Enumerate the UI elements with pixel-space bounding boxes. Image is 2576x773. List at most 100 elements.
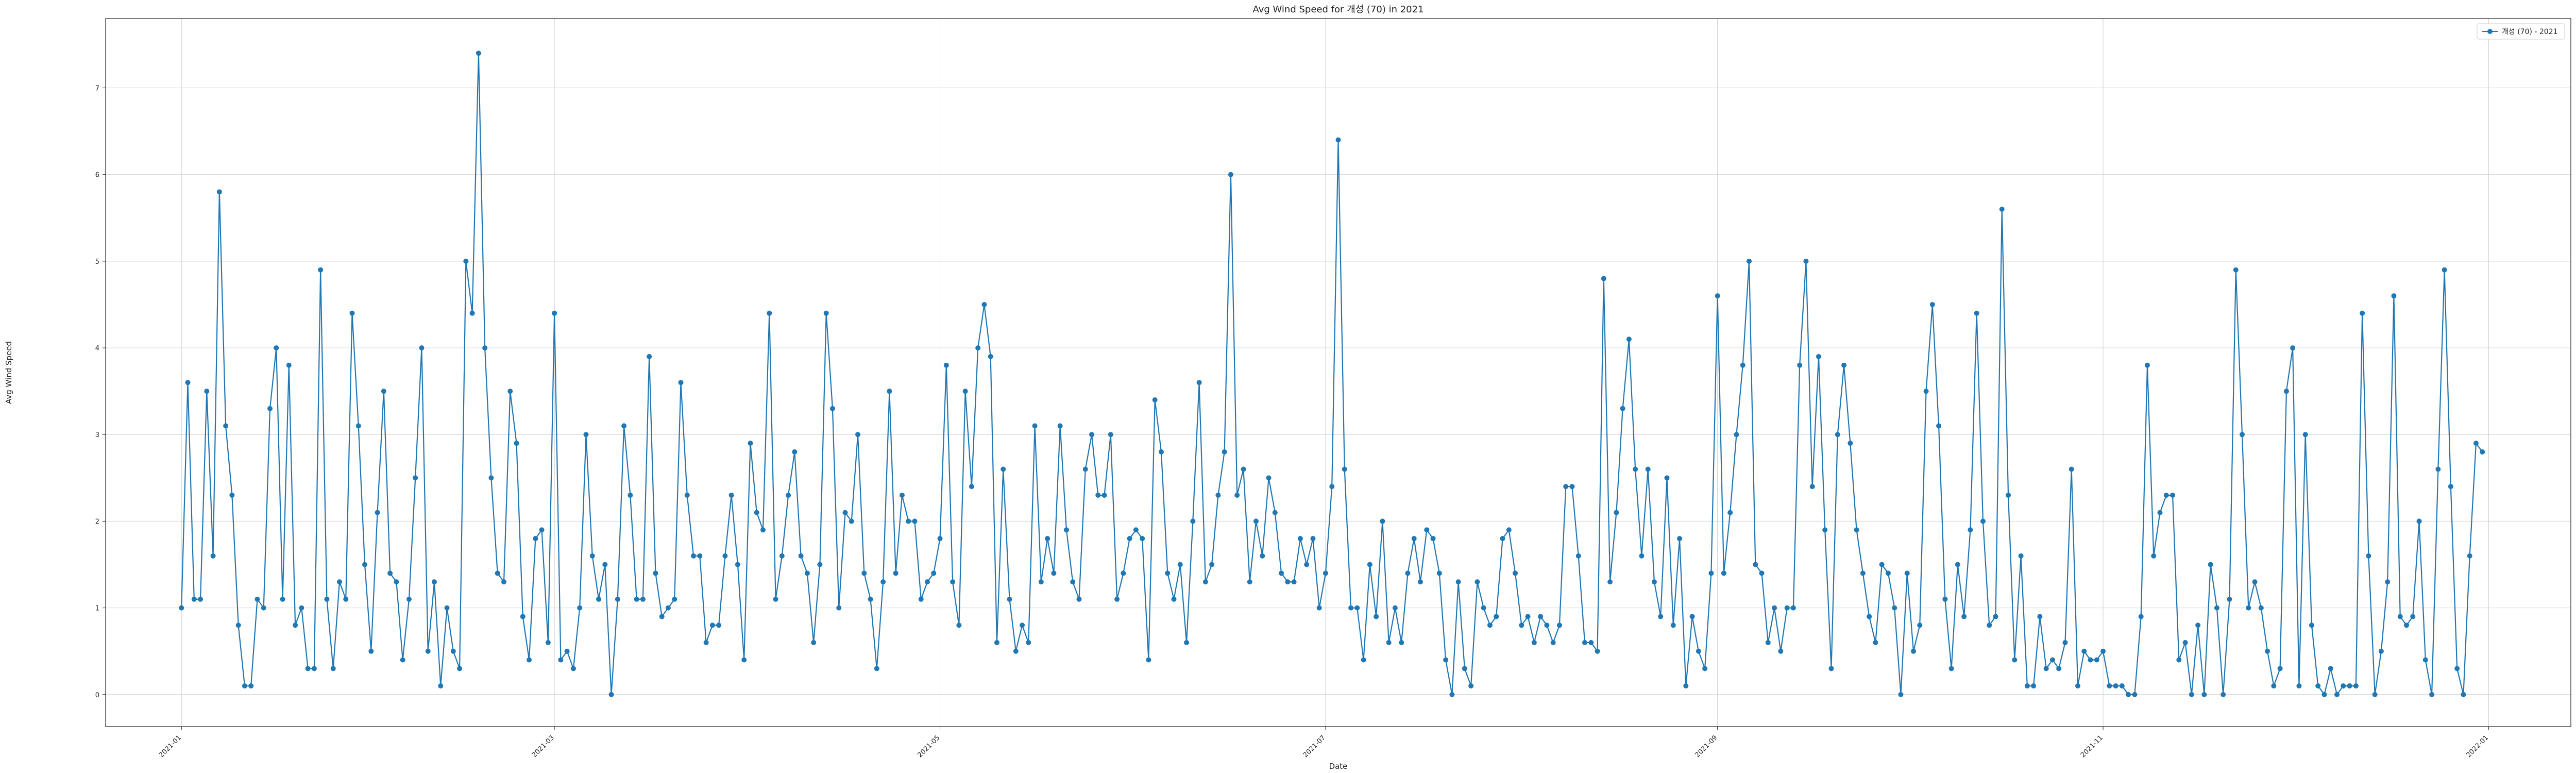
data-point bbox=[709, 623, 715, 628]
data-point bbox=[621, 423, 627, 429]
data-point bbox=[2227, 596, 2232, 602]
data-point bbox=[1158, 449, 1164, 455]
data-point bbox=[861, 570, 867, 576]
data-point bbox=[1222, 449, 1227, 455]
data-point bbox=[1822, 527, 1828, 533]
data-point bbox=[779, 553, 785, 559]
data-point bbox=[2195, 623, 2201, 628]
data-point bbox=[716, 623, 722, 628]
data-point bbox=[754, 510, 759, 515]
data-point bbox=[836, 605, 842, 611]
data-point bbox=[1436, 570, 1442, 576]
data-point bbox=[368, 648, 374, 654]
data-point bbox=[495, 570, 500, 576]
data-point bbox=[216, 189, 222, 195]
data-point bbox=[1519, 623, 1524, 628]
data-point bbox=[1765, 640, 1771, 645]
data-point bbox=[1747, 258, 1752, 264]
data-point bbox=[1449, 692, 1455, 697]
data-point bbox=[1020, 623, 1025, 628]
data-point bbox=[2018, 553, 2024, 559]
data-point bbox=[1241, 466, 1246, 472]
data-point bbox=[274, 345, 279, 351]
data-point bbox=[1177, 562, 1183, 567]
data-point bbox=[2132, 692, 2138, 697]
data-point bbox=[2454, 666, 2460, 671]
data-point bbox=[248, 683, 254, 688]
data-point bbox=[1538, 614, 1544, 619]
data-point bbox=[267, 406, 273, 411]
data-point bbox=[792, 449, 798, 455]
data-point bbox=[2372, 692, 2378, 697]
data-point bbox=[235, 623, 241, 628]
data-point bbox=[1816, 354, 1821, 359]
data-point bbox=[2480, 449, 2485, 455]
data-point bbox=[1727, 510, 1733, 515]
data-point bbox=[937, 536, 943, 542]
data-point bbox=[1481, 605, 1486, 611]
data-point bbox=[1342, 466, 1347, 472]
data-point bbox=[1045, 536, 1050, 542]
data-point bbox=[1247, 579, 1252, 585]
data-point bbox=[229, 492, 235, 498]
data-point bbox=[798, 553, 804, 559]
data-point bbox=[1677, 536, 1683, 542]
data-point bbox=[1202, 579, 1208, 585]
data-point bbox=[2100, 648, 2106, 654]
data-point bbox=[1468, 683, 1474, 688]
data-point bbox=[349, 310, 355, 316]
data-point bbox=[2113, 683, 2119, 688]
data-point bbox=[1525, 614, 1531, 619]
data-point bbox=[2252, 579, 2258, 585]
data-point bbox=[1082, 466, 1088, 472]
data-point bbox=[855, 432, 861, 438]
data-point bbox=[2473, 441, 2479, 446]
data-point bbox=[425, 648, 431, 654]
data-point bbox=[1948, 666, 1954, 671]
data-point bbox=[387, 570, 393, 576]
data-point bbox=[962, 389, 968, 394]
data-point bbox=[1778, 648, 1784, 654]
data-point bbox=[1797, 362, 1803, 368]
data-point bbox=[722, 553, 728, 559]
data-point bbox=[691, 553, 697, 559]
data-point bbox=[2157, 510, 2163, 515]
data-point bbox=[1885, 570, 1891, 576]
data-point bbox=[362, 562, 368, 567]
data-point bbox=[1721, 570, 1726, 576]
data-point bbox=[1146, 657, 1151, 663]
data-point bbox=[1917, 623, 1923, 628]
data-point bbox=[191, 596, 197, 602]
data-point bbox=[520, 614, 526, 619]
data-point bbox=[2094, 657, 2099, 663]
data-point bbox=[735, 562, 740, 567]
y-axis: 0 1 2 3 4 5 6 7 bbox=[95, 85, 106, 699]
data-point bbox=[1513, 570, 1518, 576]
data-point bbox=[406, 596, 412, 602]
data-point bbox=[950, 579, 956, 585]
data-point bbox=[2189, 692, 2194, 697]
data-point bbox=[1689, 614, 1695, 619]
data-point bbox=[1152, 397, 1158, 402]
data-point bbox=[1645, 466, 1651, 472]
data-point bbox=[1531, 640, 1537, 645]
data-point bbox=[185, 380, 191, 385]
data-point bbox=[570, 666, 576, 671]
data-point bbox=[311, 666, 317, 671]
data-point bbox=[1386, 640, 1392, 645]
data-point bbox=[1651, 579, 1657, 585]
data-point bbox=[2422, 657, 2428, 663]
data-point bbox=[1310, 536, 1316, 542]
data-point bbox=[1929, 301, 1935, 307]
data-point bbox=[1582, 640, 1587, 645]
data-point bbox=[849, 518, 854, 524]
data-point bbox=[842, 510, 848, 515]
data-point bbox=[1601, 276, 1606, 281]
data-point bbox=[1475, 579, 1480, 585]
data-point bbox=[514, 441, 519, 446]
data-point bbox=[1784, 605, 1790, 611]
data-point bbox=[2176, 657, 2182, 663]
data-point bbox=[975, 345, 981, 351]
data-point bbox=[2467, 553, 2472, 559]
